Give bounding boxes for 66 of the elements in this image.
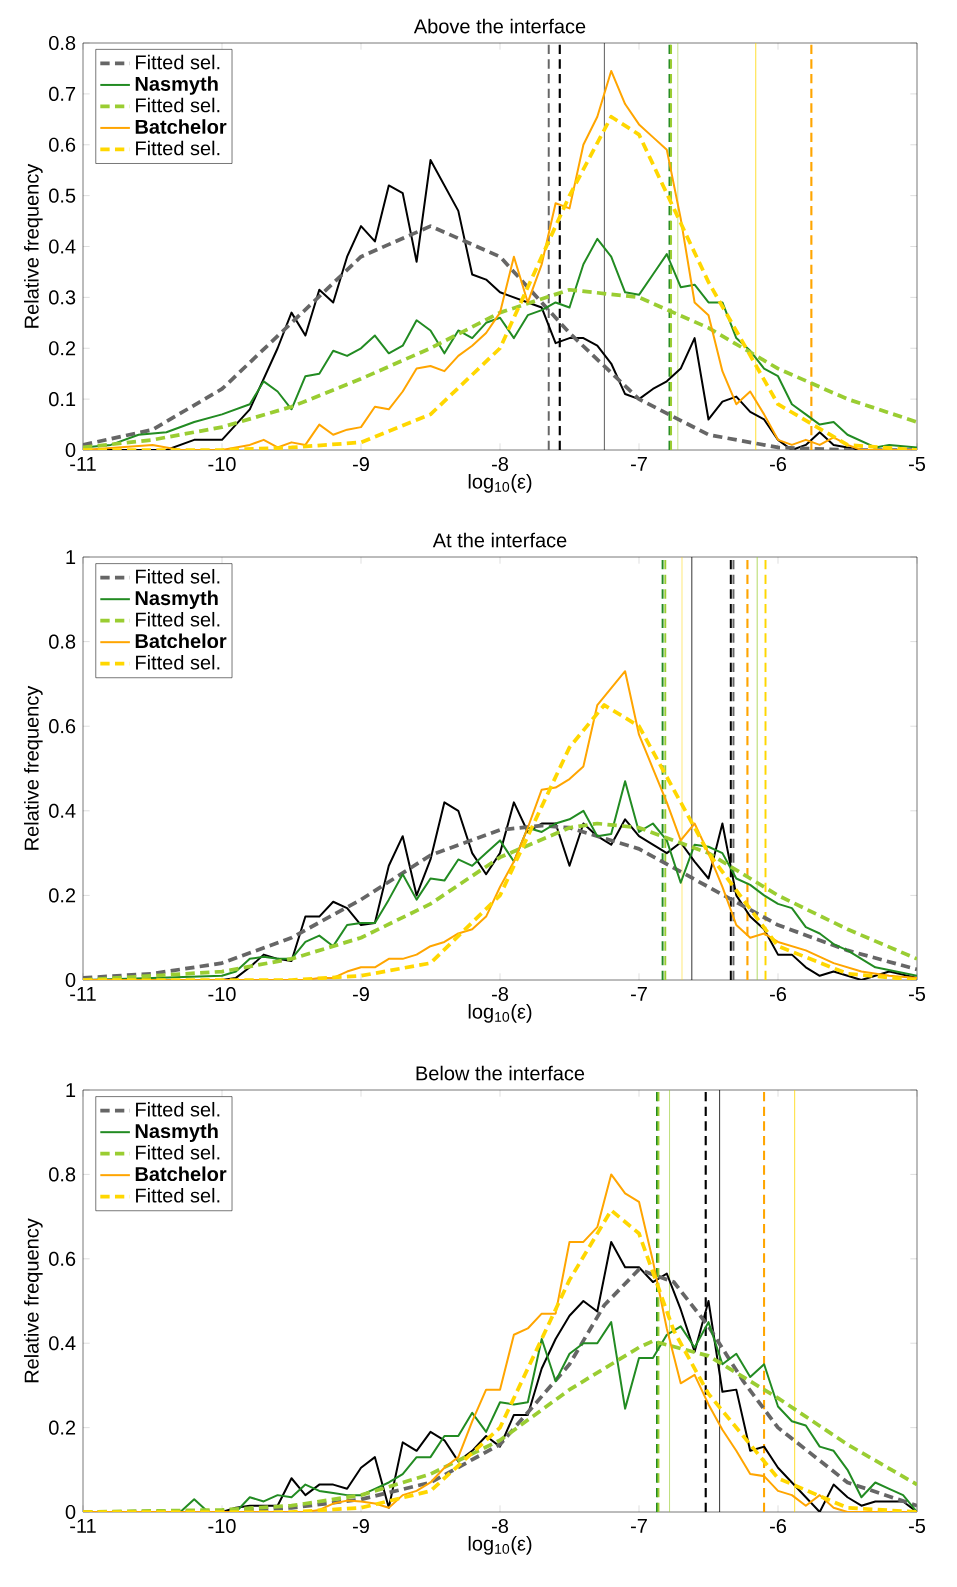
x-tick-label: -9	[352, 456, 369, 472]
x-tick-label: -10	[208, 1518, 236, 1534]
x-tick-label: -9	[352, 1518, 369, 1534]
y-tick-label: 0.8	[49, 1167, 76, 1182]
y-tick-label: 0.6	[49, 137, 76, 152]
y-tick-label: 0.2	[49, 341, 76, 356]
legend-label: Fitted sel.	[136, 654, 220, 670]
x-tick-label: -9	[352, 986, 369, 1002]
y-tick-label: 0.4	[49, 803, 76, 818]
x-tick-label: -10	[208, 986, 236, 1002]
y-tick-label: 0.3	[49, 290, 76, 305]
y-axis-title: Relative frequency	[24, 163, 43, 328]
y-tick-label: 0.5	[49, 188, 76, 203]
legend-label: Batchelor	[135, 1166, 227, 1182]
chart-title: Below the interface	[416, 1065, 585, 1081]
y-tick-label: 0.2	[49, 888, 76, 903]
legend-label: Nasmyth	[135, 1123, 218, 1143]
x-tick-label: -8	[491, 456, 509, 472]
y-tick-label: 0	[65, 972, 76, 988]
x-tick-label: -5	[908, 456, 926, 471]
x-tick-label: -11	[70, 986, 96, 1001]
y-tick-label: 0.6	[49, 719, 76, 734]
legend-label: Nasmyth	[135, 76, 218, 95]
legend-label: Fitted sel.	[136, 1144, 220, 1160]
y-tick-label: 1	[66, 550, 76, 564]
legend-label: Fitted sel.	[136, 54, 220, 70]
x-tick-label: -10	[208, 456, 236, 472]
y-tick-label: 0	[65, 1504, 76, 1520]
y-tick-label: 0.2	[49, 1420, 76, 1435]
x-axis-title: log$_{10}$(ε)	[468, 1536, 532, 1555]
x-tick-label: -6	[769, 456, 787, 472]
legend-label: Batchelor	[135, 119, 227, 134]
x-tick-label: -11	[70, 1518, 96, 1533]
legend-label: Fitted sel.	[136, 97, 220, 113]
x-tick-label: -8	[491, 986, 509, 1002]
legend-label: Batchelor	[135, 633, 227, 649]
x-tick-label: -7	[630, 456, 647, 471]
y-tick-label: 0.4	[49, 239, 76, 254]
y-tick-label: 0	[65, 442, 76, 458]
x-tick-label: -7	[630, 1518, 647, 1533]
chart-title: At the interface	[432, 532, 567, 548]
y-axis-title: Relative frequency	[24, 685, 43, 850]
y-tick-label: 0.7	[49, 86, 76, 101]
y-tick-label: 0.8	[49, 634, 76, 649]
legend-label: Fitted sel.	[136, 1101, 220, 1117]
x-tick-label: -5	[908, 1518, 926, 1533]
x-tick-label: -6	[769, 1518, 787, 1534]
x-axis-title: log$_{10}$(ε)	[468, 1004, 532, 1023]
x-tick-label: -6	[769, 986, 787, 1002]
y-axis-title: Relative frequency	[24, 1218, 43, 1383]
x-tick-label: -8	[491, 1518, 509, 1534]
y-tick-label: 0.4	[49, 1336, 76, 1351]
x-tick-label: -5	[908, 986, 926, 1001]
legend-label: Fitted sel.	[136, 568, 220, 584]
y-tick-label: 0.8	[49, 35, 76, 51]
x-tick-label: -11	[70, 456, 96, 471]
legend-label: Fitted sel.	[136, 1187, 220, 1203]
y-tick-label: 0.6	[49, 1251, 76, 1266]
x-axis-title: log$_{10}$(ε)	[468, 474, 532, 493]
x-tick-label: -7	[630, 986, 647, 1001]
chart-title: Above the interface	[413, 18, 586, 34]
legend-label: Fitted sel.	[136, 611, 220, 627]
legend-label: Fitted sel.	[136, 140, 220, 156]
y-tick-label: 1	[66, 1083, 76, 1097]
y-tick-label: 0.1	[49, 392, 76, 407]
legend-label: Nasmyth	[135, 590, 218, 610]
